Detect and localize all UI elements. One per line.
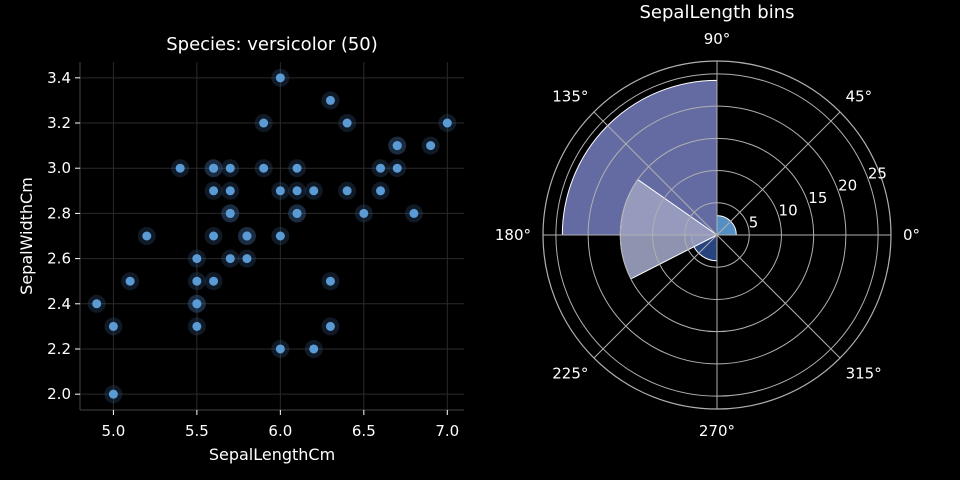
polar-radial-tick-label: 15	[808, 189, 827, 207]
scatter-point	[409, 208, 419, 218]
scatter-point	[225, 163, 235, 173]
scatter-y-tick-label: 2.6	[47, 250, 71, 268]
scatter-point	[309, 186, 319, 196]
scatter-point	[125, 276, 135, 286]
polar-angle-gridline	[593, 234, 718, 359]
scatter-point	[309, 344, 319, 354]
scatter-points	[87, 68, 457, 404]
scatter-x-tick-label: 6.5	[352, 422, 376, 440]
scatter-point	[225, 254, 235, 264]
polar-radial-tick-label: 20	[838, 177, 857, 195]
scatter-point	[108, 321, 118, 331]
scatter-point	[225, 186, 235, 196]
polar-radial-labels: 5 10 15 20 25	[749, 164, 887, 231]
scatter-y-axis-label: SepalWidthCm	[17, 177, 36, 295]
polar-angle-tick-label: 180°	[495, 226, 531, 244]
polar-angle-tick-label: 225°	[552, 365, 588, 383]
scatter-x-tick-label: 7.0	[435, 422, 459, 440]
scatter-point	[426, 141, 436, 151]
scatter-y-tick-label: 3.2	[47, 114, 71, 132]
scatter-gridlines	[80, 62, 464, 410]
scatter-y-tick-label: 3.4	[47, 69, 71, 87]
scatter-point	[275, 186, 285, 196]
scatter-point	[292, 163, 302, 173]
scatter-point	[209, 276, 219, 286]
scatter-point	[292, 186, 302, 196]
polar-angle-tick-label: 135°	[552, 87, 588, 105]
scatter-point	[275, 231, 285, 241]
polar-angle-tick-label: 0°	[903, 226, 920, 244]
polar-angle-gridline	[593, 111, 718, 236]
scatter-y-ticks: 2.0 2.2 2.4 2.6 2.8 3.0 3.2 3.4	[47, 69, 80, 403]
scatter-point	[259, 163, 269, 173]
scatter-point	[209, 163, 219, 173]
scatter-point	[275, 344, 285, 354]
polar-angle-tick-label: 90°	[704, 30, 731, 48]
scatter-point	[325, 95, 335, 105]
scatter-point	[192, 276, 202, 286]
scatter-point	[192, 299, 202, 309]
scatter-point	[325, 321, 335, 331]
scatter-x-tick-label: 5.0	[101, 422, 125, 440]
scatter-point	[242, 254, 252, 264]
scatter-point	[376, 186, 386, 196]
scatter-point	[442, 118, 452, 128]
scatter-x-axis-label: SepalLengthCm	[209, 445, 335, 464]
scatter-x-ticks: 5.0 5.5 6.0 6.5 7.0	[101, 410, 459, 440]
scatter-point	[292, 208, 302, 218]
polar-angle-gridline	[716, 111, 841, 236]
scatter-point	[108, 389, 118, 399]
scatter-point	[392, 163, 402, 173]
scatter-point	[192, 254, 202, 264]
scatter-point	[242, 231, 252, 241]
scatter-spines	[79, 62, 464, 411]
polar-radial-tick-label: 25	[868, 164, 887, 182]
polar-gridlines	[542, 60, 892, 410]
scatter-point	[376, 163, 386, 173]
polar-angle-tick-label: 270°	[699, 422, 735, 440]
polar-radial-tick-label: 5	[749, 214, 759, 232]
scatter-point	[359, 208, 369, 218]
scatter-title: Species: versicolor (50)	[166, 34, 378, 55]
polar-angle-tick-label: 45°	[846, 87, 873, 105]
scatter-point	[175, 163, 185, 173]
scatter-point	[225, 208, 235, 218]
scatter-x-tick-label: 6.0	[268, 422, 292, 440]
scatter-y-tick-label: 2.8	[47, 204, 71, 222]
scatter-x-tick-label: 5.5	[185, 422, 209, 440]
scatter-point	[209, 231, 219, 241]
polar-radial-tick-label: 10	[779, 201, 798, 219]
scatter-y-tick-label: 3.0	[47, 159, 71, 177]
scatter-point	[342, 186, 352, 196]
scatter-point	[92, 299, 102, 309]
polar-angle-labels: 0° 45° 90° 135° 180° 225° 270° 315°	[495, 30, 920, 440]
polar-angle-tick-label: 315°	[846, 365, 882, 383]
scatter-y-tick-label: 2.4	[47, 295, 71, 313]
scatter-point	[275, 73, 285, 83]
scatter-y-tick-label: 2.2	[47, 340, 71, 358]
scatter-point	[325, 276, 335, 286]
polar-title: SepalLength bins	[640, 2, 795, 23]
scatter-point	[142, 231, 152, 241]
scatter-point	[342, 118, 352, 128]
scatter-y-tick-label: 2.0	[47, 385, 71, 403]
scatter-point	[392, 141, 402, 151]
scatter-point	[192, 321, 202, 331]
scatter-chart: Species: versicolor (50) 5.0 5.5 6.0 6.5 7.0…	[17, 34, 464, 464]
scatter-point	[259, 118, 269, 128]
polar-chart: SepalLength bins 5 10 15 20 25 0° 45° 90° 135° 1…	[495, 2, 920, 440]
polar-angle-gridline	[716, 234, 841, 359]
scatter-point	[209, 186, 219, 196]
